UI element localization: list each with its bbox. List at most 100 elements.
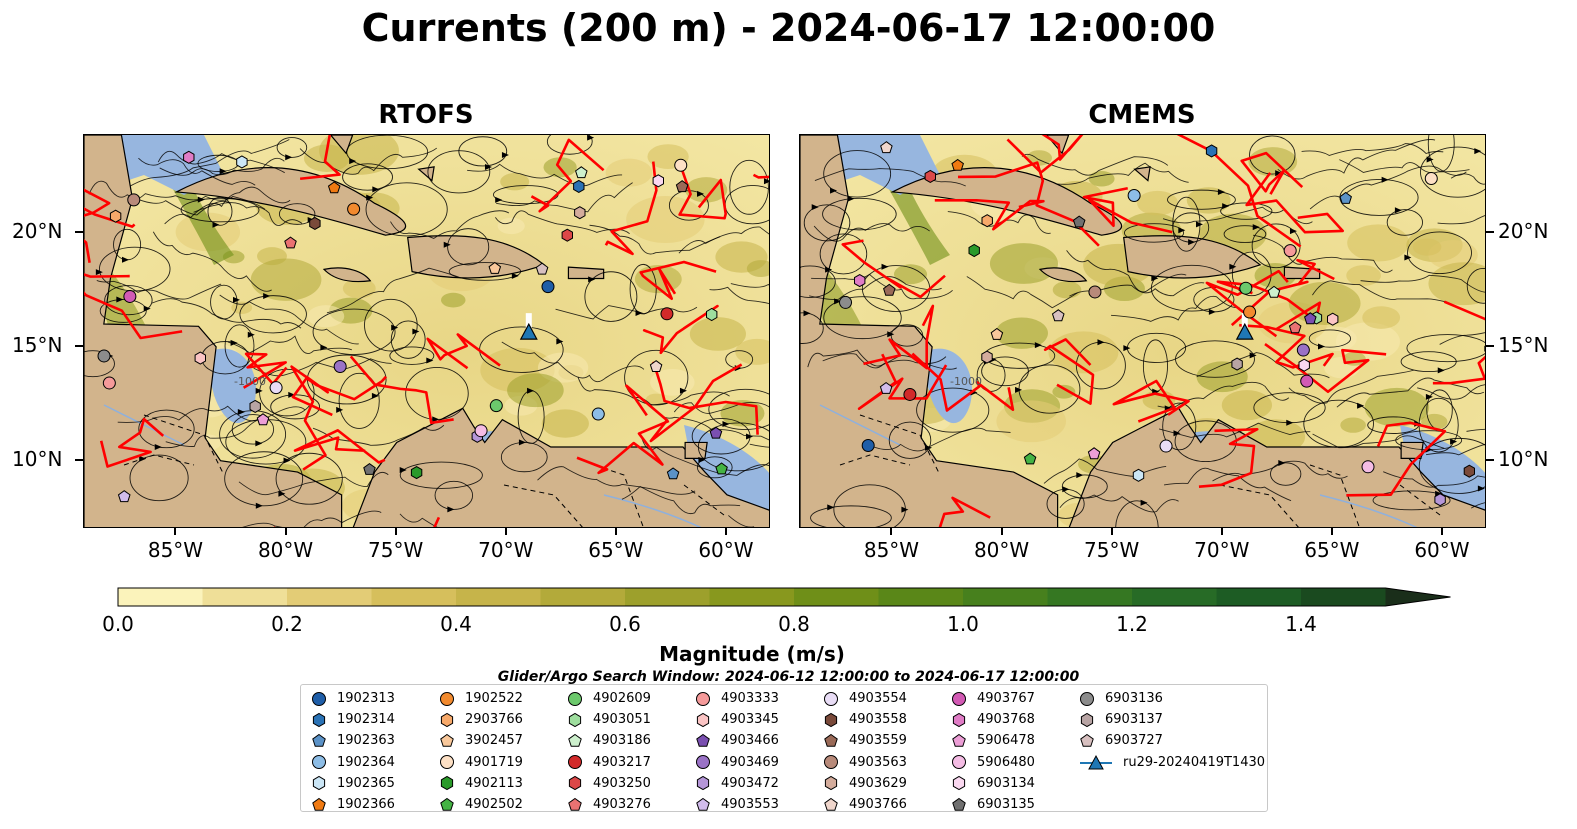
legend-label: 4903217	[593, 754, 651, 770]
legend-label: 5906480	[977, 754, 1035, 770]
argo-marker-icon	[824, 776, 838, 791]
lon-tick-mark	[1440, 527, 1443, 535]
map-rtofs[interactable]: -1000	[83, 134, 770, 528]
legend-item: 4903472	[695, 773, 779, 794]
lon-tick-label: 80°W	[973, 538, 1030, 562]
lon-tick-label: 65°W	[588, 538, 644, 562]
argo-marker-icon	[312, 691, 326, 706]
argo-marker	[1424, 171, 1438, 185]
argo-marker	[488, 261, 502, 274]
map-cmems[interactable]: -1000	[799, 134, 1486, 528]
legend-label: 1902363	[337, 733, 395, 749]
argo-marker-icon	[824, 755, 838, 770]
marker	[1080, 691, 1094, 706]
marker	[312, 797, 326, 811]
argo-marker-icon	[952, 691, 966, 706]
argo-marker-icon	[952, 776, 966, 791]
panel-title-rtofs: RTOFS	[378, 100, 474, 130]
lat-tick-mark	[1486, 344, 1494, 347]
legend-label: 6903727	[1105, 733, 1163, 749]
argo-marker-icon	[312, 776, 326, 791]
argo-marker	[675, 180, 689, 193]
argo-marker	[183, 150, 195, 164]
legend-item: 1902364	[311, 752, 395, 773]
marker	[824, 733, 838, 747]
argo-marker	[1087, 447, 1101, 460]
legend-label: 4901719	[465, 754, 523, 770]
colorbar-segment	[794, 588, 879, 606]
colorbar-segment	[709, 588, 795, 606]
lon-tick-mark	[614, 527, 617, 535]
argo-marker	[127, 193, 141, 207]
argo-marker	[883, 283, 896, 296]
legend-item: 2903766	[439, 709, 523, 730]
legend-item: 4903563	[823, 752, 907, 773]
legend-item: 4903553	[695, 794, 779, 815]
legend-label: 4903553	[721, 797, 779, 813]
argo-marker	[1243, 305, 1257, 319]
argo-marker	[1339, 191, 1352, 204]
legend-item: 6903135	[951, 794, 1035, 815]
argo-marker	[674, 158, 688, 172]
legend-label: 6903135	[977, 797, 1035, 813]
lon-tick-mark	[504, 527, 507, 535]
legend-label: 3902457	[465, 733, 523, 749]
legend-label: 4903333	[721, 691, 779, 707]
legend-label: 4903554	[849, 691, 907, 707]
argo-marker	[981, 350, 993, 364]
argo-marker	[333, 359, 347, 373]
colorbar-segment	[540, 588, 626, 606]
lat-tick-mark	[1486, 458, 1494, 461]
argo-marker-icon	[696, 797, 710, 811]
argo-marker	[709, 426, 723, 439]
argo-marker	[102, 376, 116, 390]
marker	[824, 755, 838, 770]
lat-tick-label: 20°N	[1498, 218, 1549, 243]
argo-marker	[839, 295, 853, 309]
legend-item: 4902113	[439, 773, 523, 794]
argo-marker	[715, 462, 728, 475]
marker	[824, 712, 838, 727]
legend-label: 4903563	[849, 754, 907, 770]
argo-marker	[256, 413, 270, 426]
legend-item: 4903250	[567, 773, 651, 794]
marker	[312, 712, 326, 727]
argo-marker-icon	[1080, 733, 1094, 747]
argo-marker	[236, 155, 248, 169]
map-rtofs-canvas: -1000	[84, 135, 769, 527]
legend-item: 5906480	[951, 752, 1035, 773]
lat-tick-mark	[1486, 230, 1494, 233]
argo-marker	[347, 202, 361, 216]
lon-tick-mark	[1110, 527, 1113, 535]
argo-marker-icon	[952, 733, 966, 747]
figure-title: Currents (200 m) - 2024-06-17 12:00:00	[361, 6, 1216, 50]
argo-marker-icon	[952, 755, 966, 770]
legend-item: 4903345	[695, 709, 779, 730]
argo-marker	[1296, 343, 1310, 357]
legend-item: 4903629	[823, 773, 907, 794]
argo-marker	[541, 280, 555, 294]
marker	[568, 733, 582, 747]
lon-tick-mark	[394, 527, 397, 535]
legend-item: ru29-20240419T1430	[1079, 752, 1265, 773]
argo-marker	[1304, 312, 1317, 325]
argo-marker-icon	[696, 712, 710, 727]
lon-tick-mark	[890, 527, 893, 535]
marker	[312, 755, 326, 770]
colorbar-label: Magnitude (m/s)	[659, 642, 845, 666]
lat-tick-label: 15°N	[12, 332, 63, 357]
legend-label: 1902365	[337, 775, 395, 791]
argo-marker-icon	[312, 797, 326, 811]
legend-label: 1902366	[337, 797, 395, 813]
glider-marker	[519, 322, 538, 340]
marker	[952, 712, 966, 727]
colorbar-tick-label: 0.0	[102, 612, 134, 636]
argo-marker	[574, 206, 586, 220]
argo-marker-icon	[440, 776, 454, 791]
argo-marker-icon	[696, 691, 710, 706]
lon-tick-mark	[284, 527, 287, 535]
lon-tick-label: 60°W	[698, 538, 754, 562]
argo-marker-icon	[824, 712, 838, 727]
argo-marker	[109, 209, 122, 223]
argo-marker	[968, 243, 980, 258]
